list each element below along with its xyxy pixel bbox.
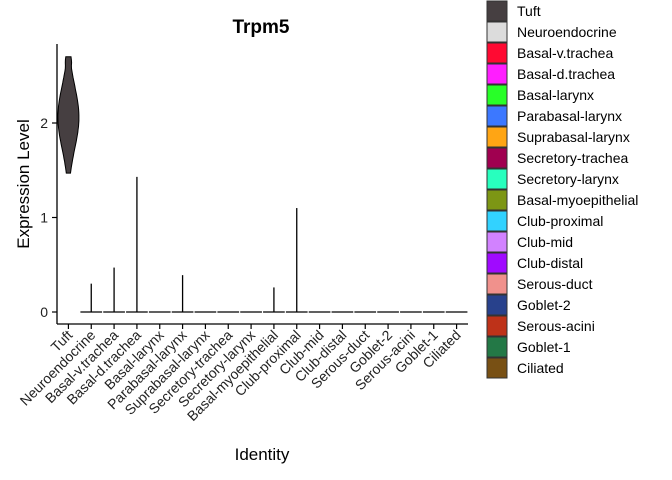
- legend-swatch: [486, 63, 508, 85]
- legend-swatch: [486, 210, 508, 232]
- legend-label: Club-mid: [517, 234, 573, 250]
- legend-swatch: [486, 294, 508, 316]
- y-tick-label: 0: [40, 304, 48, 320]
- legend-label: Secretory-larynx: [517, 171, 619, 187]
- legend-label: Basal-larynx: [517, 87, 594, 103]
- plot-area: [57, 56, 468, 313]
- legend-label: Goblet-1: [517, 339, 571, 355]
- legend-swatch: [486, 42, 508, 64]
- legend-swatch: [486, 315, 508, 337]
- legend-label: Goblet-2: [517, 297, 571, 313]
- legend-label: Club-distal: [517, 255, 583, 271]
- legend: Tuft Neuroendocrine Basal-v.trachea Basal-d…: [486, 0, 638, 379]
- legend-label: Serous-acini: [517, 318, 595, 334]
- legend-label: Secretory-trachea: [517, 150, 628, 166]
- legend-label: Serous-duct: [517, 276, 593, 292]
- legend-swatch: [486, 231, 508, 253]
- legend-swatch: [486, 168, 508, 190]
- legend-swatch: [486, 105, 508, 127]
- legend-label: Neuroendocrine: [517, 24, 617, 40]
- x-axis-ticks: TuftNeuroendocrineBasal-v.tracheaBasal-d…: [17, 324, 464, 424]
- legend-swatch: [486, 21, 508, 43]
- legend-label: Parabasal-larynx: [517, 108, 622, 124]
- legend-label: Basal-d.trachea: [517, 66, 615, 82]
- legend-label: Basal-myoepithelial: [517, 192, 638, 208]
- legend-swatch: [486, 189, 508, 211]
- legend-label: Suprabasal-larynx: [517, 129, 630, 145]
- legend-swatch: [486, 147, 508, 169]
- legend-swatch: [486, 0, 508, 22]
- y-tick-label: 1: [40, 210, 48, 226]
- legend-swatch: [486, 273, 508, 295]
- legend-swatch: [486, 357, 508, 379]
- legend-swatch: [486, 126, 508, 148]
- y-tick-label: 2: [40, 115, 48, 131]
- legend-swatch: [486, 84, 508, 106]
- legend-label: Tuft: [517, 3, 541, 19]
- legend-label: Club-proximal: [517, 213, 603, 229]
- y-axis-title: Expression Level: [14, 119, 33, 248]
- legend-swatch: [486, 252, 508, 274]
- legend-label: Ciliated: [517, 360, 564, 376]
- y-axis-ticks: 0 1 2: [40, 115, 57, 320]
- legend-label: Basal-v.trachea: [517, 45, 613, 61]
- legend-swatch: [486, 336, 508, 358]
- chart-title: Trpm5: [232, 17, 289, 38]
- x-axis-title: Identity: [235, 445, 290, 464]
- violin-tuft: [57, 56, 80, 174]
